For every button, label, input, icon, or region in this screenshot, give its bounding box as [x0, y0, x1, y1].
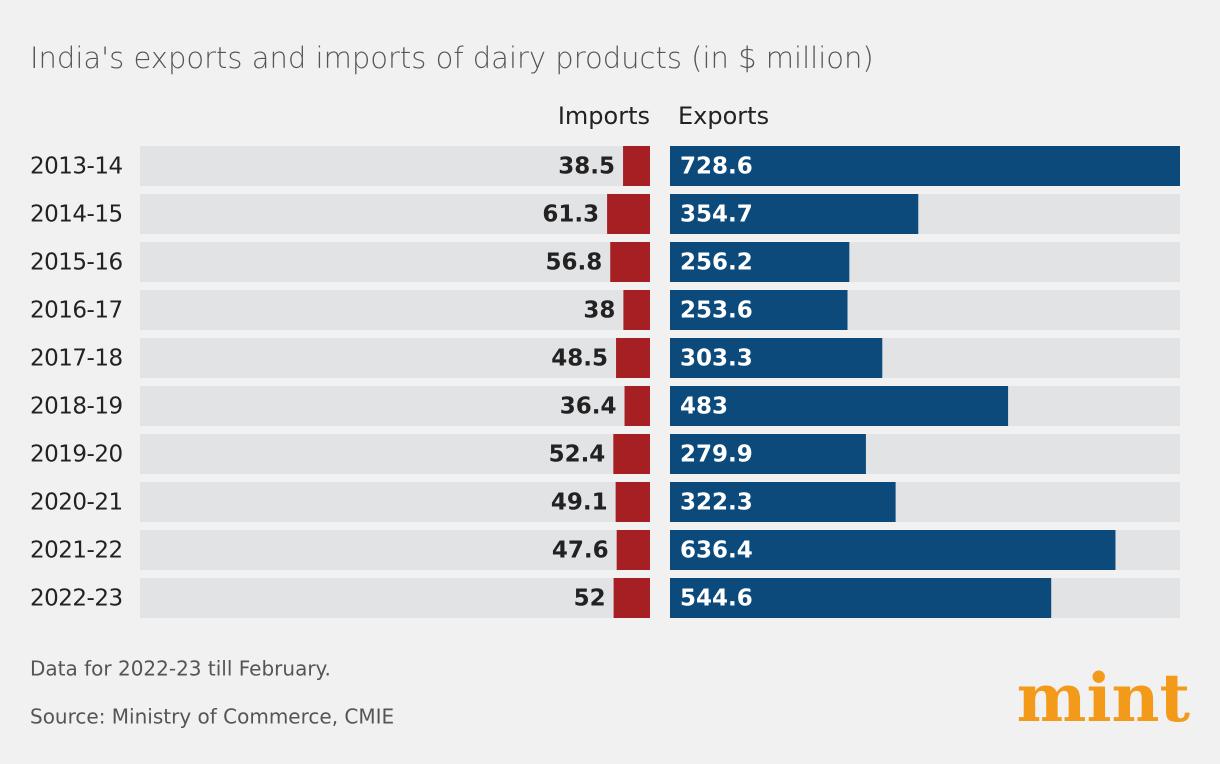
export-value-label: 636.4: [680, 538, 753, 564]
export-value-label: 303.3: [680, 346, 753, 372]
import-value-label: 38.5: [558, 154, 615, 180]
category-label: 2020-21: [30, 490, 123, 516]
chart-title: India's exports and imports of dairy pro…: [30, 41, 874, 75]
category-label: 2013-14: [30, 154, 123, 180]
import-value-label: 52: [574, 586, 606, 612]
legend-label: Imports: [558, 102, 650, 130]
category-label: 2022-23: [30, 586, 123, 612]
import-bar: [623, 290, 650, 330]
import-bar: [624, 386, 650, 426]
export-value-label: 256.2: [680, 250, 753, 276]
export-bar: [670, 386, 1009, 426]
import-value-label: 47.6: [552, 538, 609, 564]
export-bar: [670, 194, 919, 234]
export-bar: [670, 146, 1180, 186]
category-label: 2016-17: [30, 298, 123, 324]
import-bar: [607, 194, 650, 234]
export-bar: [670, 530, 1116, 570]
import-value-label: 49.1: [551, 490, 608, 516]
import-value-label: 48.5: [551, 346, 608, 372]
row-background: [140, 194, 650, 234]
category-label: 2014-15: [30, 202, 123, 228]
export-value-label: 253.6: [680, 298, 753, 324]
category-label: 2017-18: [30, 346, 123, 372]
row-background: [140, 338, 650, 378]
import-value-label: 36.4: [560, 394, 617, 420]
export-value-label: 544.6: [680, 586, 753, 612]
export-bar: [670, 290, 848, 330]
footnote: Data for 2022-23 till February.: [30, 657, 331, 681]
export-bar: [670, 578, 1052, 618]
logo: mint: [1017, 659, 1191, 737]
import-bar: [616, 530, 650, 570]
export-value-label: 728.6: [680, 154, 753, 180]
row-background: [140, 530, 650, 570]
category-label: 2015-16: [30, 250, 123, 276]
export-bar: [670, 482, 896, 522]
row-background: [140, 482, 650, 522]
row-background: [140, 290, 650, 330]
import-value-label: 52.4: [549, 442, 606, 468]
export-bar: [670, 242, 850, 282]
row-background: [140, 434, 650, 474]
export-value-label: 322.3: [680, 490, 753, 516]
export-bar: [670, 338, 883, 378]
import-bar: [616, 338, 650, 378]
row-background: [140, 578, 650, 618]
source: Source: Ministry of Commerce, CMIE: [30, 705, 394, 729]
import-bar: [623, 146, 650, 186]
export-value-label: 354.7: [680, 202, 753, 228]
legend-label: Exports: [678, 102, 769, 130]
export-value-label: 483: [680, 394, 728, 420]
import-bar: [610, 242, 650, 282]
import-bar: [615, 482, 650, 522]
row-background: [140, 242, 650, 282]
import-value-label: 61.3: [542, 202, 599, 228]
row-background: [140, 146, 650, 186]
category-label: 2021-22: [30, 538, 123, 564]
import-value-label: 38: [583, 298, 615, 324]
import-bar: [613, 434, 650, 474]
import-bar: [613, 578, 650, 618]
category-label: 2019-20: [30, 442, 123, 468]
category-label: 2018-19: [30, 394, 123, 420]
row-background: [140, 386, 650, 426]
import-value-label: 56.8: [545, 250, 602, 276]
export-value-label: 279.9: [680, 442, 753, 468]
export-bar: [670, 434, 866, 474]
